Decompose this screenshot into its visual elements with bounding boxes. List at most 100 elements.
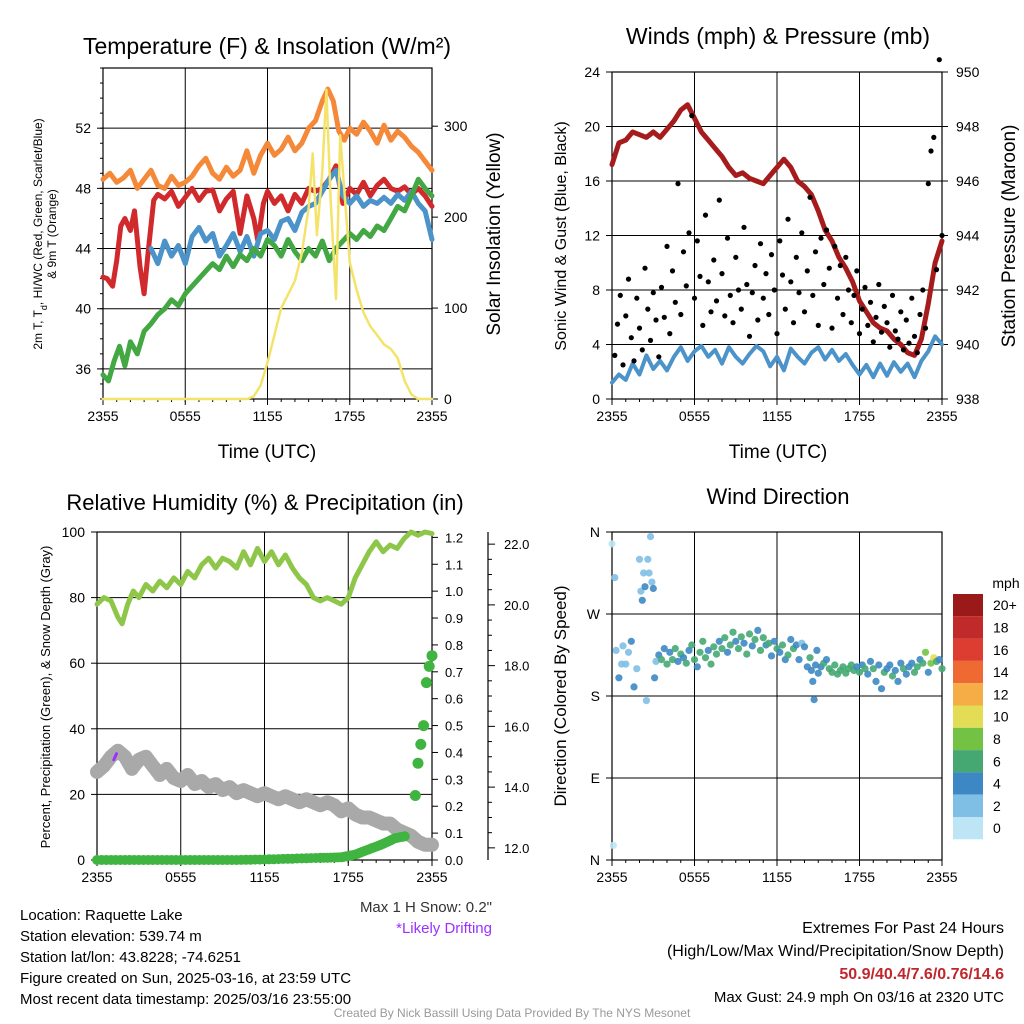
direction-point — [743, 650, 751, 658]
extremes-description: (High/Low/Max Wind/Precipitation/Snow De… — [666, 943, 1004, 960]
winds-y-label-group: Sonic Wind & Gust (Blue, Black) — [553, 121, 570, 350]
gust-point — [903, 317, 909, 323]
gust-point — [815, 322, 821, 328]
direction-point — [685, 646, 693, 655]
direction-point — [869, 665, 877, 673]
direction-point — [668, 656, 677, 664]
wind-direction-title: Wind Direction — [706, 484, 849, 509]
gust-point — [889, 292, 896, 298]
direction-point — [897, 659, 905, 667]
gust-point — [856, 331, 863, 337]
gust-point — [763, 271, 769, 277]
drifting-marker — [112, 752, 118, 762]
gust-point — [826, 265, 832, 271]
gust-point — [623, 313, 629, 319]
direction-point — [814, 669, 822, 677]
colorbar-label: 8 — [993, 731, 1001, 747]
direction-point — [646, 533, 655, 541]
precip-tick-label: 0.5 — [445, 719, 463, 734]
gust-point — [834, 295, 841, 301]
gust-point — [876, 281, 882, 288]
gust-point — [713, 298, 720, 304]
gust-point — [867, 299, 874, 305]
direction-point — [611, 574, 619, 582]
y-tick-label: 40 — [69, 721, 85, 737]
x-tick-label: 2355 — [596, 408, 627, 424]
direction-point — [608, 540, 616, 548]
gust-point — [848, 320, 854, 326]
gust-point — [898, 309, 904, 315]
direction-y-label-group: Direction (Colored By Speed) — [551, 585, 570, 806]
precip-point — [415, 738, 427, 750]
x-tick-label: 1755 — [334, 408, 365, 424]
direction-point — [622, 660, 630, 668]
credit-line: Created By Nick Bassill Using Data Provi… — [0, 1005, 1024, 1021]
snow-notes: Max 1 H Snow: 0.2" *Likely Drifting — [360, 897, 492, 939]
x-tick-label: 1755 — [844, 869, 875, 885]
direction-point — [792, 641, 800, 649]
y-tick-label: 60 — [69, 655, 85, 671]
temperature-y-label-line2: & 9m T (Orange) — [45, 189, 59, 279]
direction-point — [737, 633, 745, 641]
direction-point — [754, 626, 762, 635]
location-text: Location: Raquette Lake — [20, 907, 183, 924]
direction-point — [745, 630, 754, 638]
gust-point — [719, 271, 725, 277]
x-tick-label: 2355 — [926, 408, 957, 424]
direction-point — [642, 697, 651, 705]
direction-point — [648, 578, 656, 586]
gust-point — [823, 227, 830, 233]
station-info: Location: Raquette Lake Station elevatio… — [20, 905, 351, 1010]
direction-point — [795, 656, 803, 664]
gust-point — [801, 309, 808, 315]
direction-point — [902, 670, 910, 678]
gust-point — [859, 306, 865, 312]
gust-point — [617, 292, 623, 298]
x-tick-label: 0555 — [165, 869, 196, 885]
humidity-y-label: Percent, Precipitation (Green), & Snow D… — [38, 546, 53, 849]
gust-point — [645, 306, 651, 312]
colorbar-swatch — [953, 616, 983, 639]
y-tick-label: 20 — [69, 786, 85, 802]
precip-tick-label: 1.1 — [445, 557, 463, 572]
x-tick-label: 2355 — [596, 869, 627, 885]
gust-point — [928, 148, 934, 154]
direction-point — [806, 654, 814, 662]
gust-point — [925, 181, 931, 187]
direction-point — [619, 642, 627, 650]
gust-point — [702, 212, 709, 218]
direction-point — [839, 663, 847, 671]
gust-point — [724, 235, 731, 241]
y-right-tick-label: 0 — [444, 391, 452, 407]
direction-point — [891, 666, 899, 675]
colorbar-label: 2 — [993, 798, 1001, 814]
wind-direction-frame — [611, 531, 943, 861]
direction-point — [627, 637, 635, 645]
direction-point — [657, 656, 666, 664]
snow-depth-tick-label: 22.0 — [504, 537, 529, 552]
colorbar-label: 0 — [993, 820, 1001, 836]
gust-point — [705, 279, 711, 285]
y-label-part: , HI/WC (Red, Green, Scarlet/Blue) — [31, 118, 45, 305]
x-tick-label: 1155 — [252, 408, 282, 424]
precip-tick-label: 1.2 — [445, 530, 463, 545]
series-wind_speed — [610, 334, 944, 385]
gust-point — [906, 340, 912, 346]
gust-point — [631, 358, 637, 364]
direction-point — [831, 661, 839, 669]
direction-point — [787, 635, 795, 644]
direction-point — [609, 841, 618, 850]
gust-point — [843, 254, 849, 260]
direction-point — [624, 648, 633, 656]
colorbar-label: 4 — [993, 776, 1001, 792]
precip-point — [412, 757, 424, 769]
direction-point — [784, 651, 792, 659]
y-tick-label: 80 — [69, 590, 85, 606]
direction-point — [696, 648, 704, 656]
gust-point — [738, 306, 744, 312]
direction-point — [699, 637, 707, 645]
series-dewpoint — [100, 176, 435, 384]
gust-point — [914, 350, 920, 356]
colorbar-label: 12 — [993, 686, 1009, 702]
gust-point — [845, 287, 852, 293]
